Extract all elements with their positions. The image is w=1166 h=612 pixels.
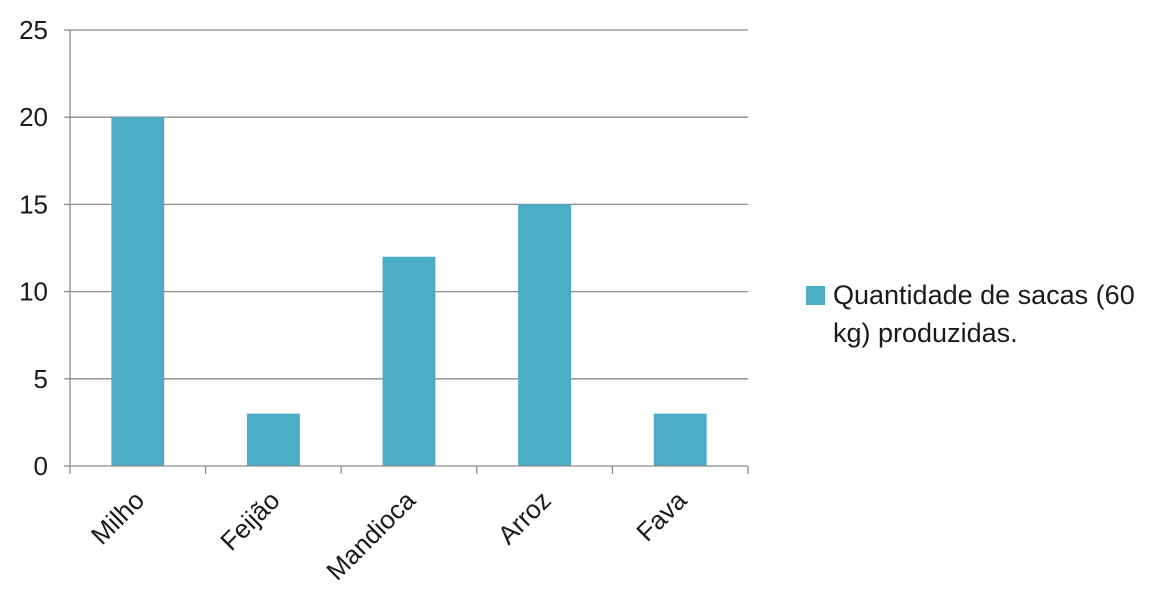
y-tick-label: 20 [19, 102, 48, 132]
y-tick-label: 5 [34, 364, 48, 394]
bar-milho [111, 117, 165, 466]
y-tick-label: 25 [19, 15, 48, 45]
x-tick-labels: Milho Feijão Mandioca Arroz Fava [85, 485, 693, 586]
x-tick-label: Mandioca [320, 485, 421, 586]
bars [111, 117, 707, 466]
bar-feijão [246, 413, 300, 466]
x-tick-label: Arroz [492, 485, 557, 550]
gridlines [70, 29, 748, 380]
axes [64, 29, 749, 474]
bar-mandioca [382, 256, 436, 466]
y-tick-label: 0 [34, 451, 48, 481]
legend-swatch [806, 286, 825, 305]
y-tick-label: 15 [19, 189, 48, 219]
x-tick-label: Feijão [214, 485, 285, 556]
legend: Quantidade de sacas (60 kg) produzidas. [806, 276, 1166, 352]
x-tick-label: Fava [630, 485, 692, 547]
legend-label: Quantidade de sacas (60 kg) produzidas. [833, 280, 1135, 348]
bar-arroz [518, 204, 572, 466]
x-tick-label: Milho [85, 485, 150, 550]
y-tick-labels: 0 5 10 15 20 25 [19, 15, 48, 481]
y-tick-label: 10 [19, 277, 48, 307]
bar-fava [653, 413, 707, 466]
